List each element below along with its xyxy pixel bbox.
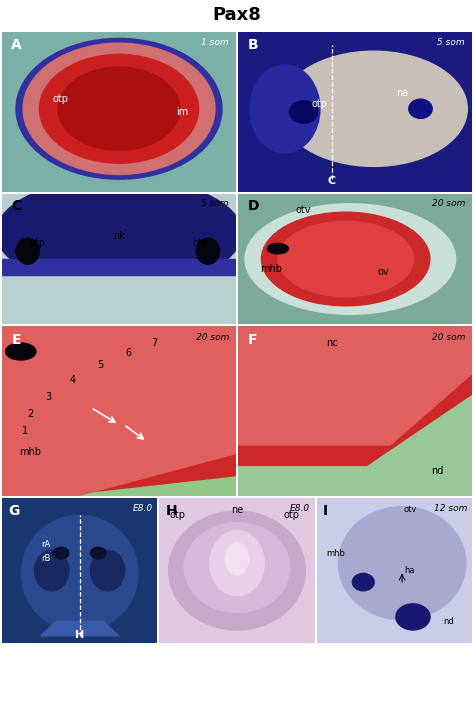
Text: E: E [11,333,21,347]
Text: C: C [328,175,336,186]
Ellipse shape [91,550,125,591]
Text: C: C [11,199,22,213]
Text: Pax8: Pax8 [212,6,262,24]
Text: 20 som: 20 som [432,199,465,208]
Ellipse shape [225,543,249,575]
Ellipse shape [210,531,264,596]
Ellipse shape [278,222,413,297]
Text: 20 som: 20 som [196,333,229,342]
Text: ha: ha [405,566,415,575]
Text: H: H [75,630,84,640]
Ellipse shape [184,523,290,613]
Text: G: G [8,504,19,518]
Ellipse shape [280,51,467,166]
Ellipse shape [16,238,39,264]
Text: E8.0: E8.0 [133,504,153,513]
Text: ov: ov [377,267,389,277]
Text: otp: otp [29,238,45,248]
Text: B: B [247,39,258,53]
Text: 20 som: 20 som [432,333,465,342]
Text: otp: otp [193,238,209,248]
Ellipse shape [21,515,138,632]
Text: 3: 3 [46,393,52,402]
Ellipse shape [267,243,288,254]
Text: 5 som: 5 som [438,39,465,48]
Text: 5 som: 5 som [201,199,229,208]
Text: 4: 4 [69,376,75,386]
Ellipse shape [396,604,430,630]
Bar [2,275,236,324]
Ellipse shape [290,101,318,123]
Ellipse shape [409,100,432,118]
Text: rA: rA [41,540,50,549]
Text: ne: ne [231,505,243,515]
Text: 1 som: 1 som [201,39,229,48]
Text: 12 som: 12 som [434,504,467,513]
Ellipse shape [91,547,106,559]
Text: otp: otp [170,510,186,520]
Text: 7: 7 [151,338,157,348]
Text: E8.0: E8.0 [290,504,310,513]
Ellipse shape [250,64,320,153]
Text: mhb: mhb [260,264,282,274]
Text: otp: otp [312,99,328,109]
Bar [2,259,236,275]
Polygon shape [2,326,236,496]
Ellipse shape [169,511,305,630]
Ellipse shape [16,39,222,179]
Text: H: H [165,504,177,518]
Ellipse shape [39,55,199,163]
Text: 6: 6 [125,348,131,358]
Text: D: D [247,199,259,213]
Text: A: A [11,39,22,53]
Text: im: im [176,107,188,117]
Ellipse shape [261,212,430,306]
Ellipse shape [6,343,36,360]
Ellipse shape [35,550,69,591]
Text: 5: 5 [97,360,103,370]
Text: 1: 1 [22,426,28,437]
Text: otv: otv [296,205,311,215]
Text: otp: otp [283,510,300,520]
Text: rB: rB [41,554,50,564]
Ellipse shape [338,507,466,620]
Polygon shape [238,326,472,465]
Ellipse shape [58,67,180,151]
Text: nk: nk [113,231,125,240]
Text: na: na [396,88,408,98]
Text: nc: nc [326,338,337,348]
Text: nd: nd [431,465,443,475]
Polygon shape [41,621,118,636]
Ellipse shape [23,43,215,175]
Ellipse shape [53,547,69,559]
Text: I: I [323,504,328,518]
Ellipse shape [0,178,242,288]
Polygon shape [2,326,236,496]
Text: F: F [247,333,257,347]
Text: 2: 2 [27,409,33,419]
Text: mhb: mhb [326,549,345,557]
Ellipse shape [352,573,374,591]
Text: nd: nd [443,617,454,626]
Polygon shape [238,326,472,445]
Ellipse shape [245,204,456,314]
Text: otv: otv [403,505,417,514]
Ellipse shape [196,238,219,264]
Text: otp: otp [53,94,69,104]
Text: mhb: mhb [19,447,41,457]
